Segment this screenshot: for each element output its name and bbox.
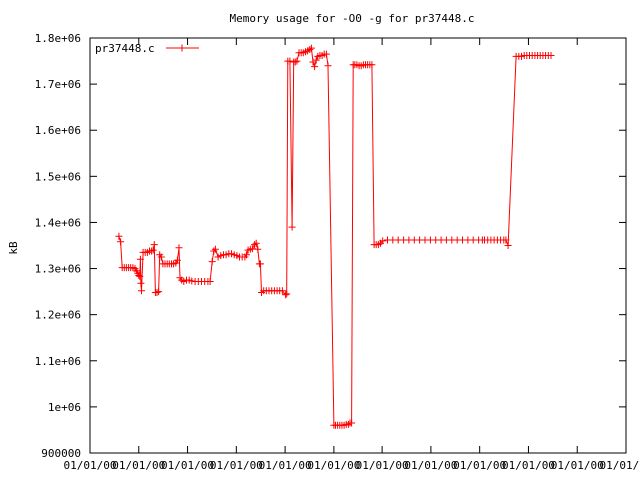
data-point-marker <box>206 278 214 285</box>
data-point-marker <box>256 260 264 268</box>
y-tick-label: 900000 <box>41 447 81 460</box>
data-point-marker <box>291 58 299 66</box>
data-point-marker <box>307 44 315 52</box>
x-tick-label: 01/01/00 <box>64 459 117 472</box>
data-point-marker <box>136 272 144 280</box>
data-point-marker <box>311 63 319 71</box>
legend-entry-label: pr37448.c <box>95 42 155 55</box>
x-tick-label: 01/01/00 <box>404 459 457 472</box>
y-tick-label: 1.5e+06 <box>35 170 81 183</box>
data-point-marker <box>157 253 165 261</box>
data-point-marker <box>547 52 555 59</box>
data-point-marker <box>155 288 163 296</box>
data-point-marker <box>136 255 144 263</box>
data-point-marker <box>135 272 143 279</box>
data-point-marker <box>150 241 158 249</box>
x-tick-label: 01/01/00 <box>453 459 506 472</box>
data-point-marker <box>243 251 250 259</box>
x-tick-label: 01/01/00 <box>161 459 214 472</box>
x-axis-ticks: 01/01/0001/01/0001/01/0001/01/0001/01/00… <box>64 38 640 472</box>
y-tick-label: 1.4e+06 <box>35 216 81 229</box>
data-point-marker <box>211 245 219 253</box>
x-tick-label: 01/01/00 <box>600 459 640 472</box>
data-point-marker <box>286 57 294 65</box>
data-point-marker <box>138 287 145 295</box>
y-tick-label: 1.1e+06 <box>35 355 81 368</box>
y-axis-ticks: 900000 1e+06 1.1e+06 1.2e+06 1.3e+06 1.4e+06 1… <box>35 32 626 460</box>
data-point-marker <box>282 291 290 299</box>
data-point-marker <box>283 290 291 298</box>
y-tick-label: 1e+06 <box>48 401 81 414</box>
data-point-marker <box>254 245 262 253</box>
x-tick-label: 01/01/00 <box>551 459 604 472</box>
y-tick-label: 1.6e+06 <box>35 124 81 137</box>
legend: pr37448.c <box>95 42 199 55</box>
chart-title: Memory usage for -O0 -g for pr37448.c <box>229 12 474 25</box>
y-tick-label: 1.7e+06 <box>35 78 81 91</box>
data-point-marker <box>278 287 286 295</box>
y-tick-label: 1.8e+06 <box>35 32 81 45</box>
data-point-marker <box>208 258 216 266</box>
data-point-marker <box>368 61 376 69</box>
data-point-marker <box>175 244 183 252</box>
data-point-marker <box>322 50 330 58</box>
data-point-marker <box>288 223 296 231</box>
y-axis-label: kB <box>7 241 20 255</box>
data-point-marker <box>137 279 145 287</box>
data-point-marker <box>210 247 218 255</box>
y-tick-label: 1.3e+06 <box>35 263 81 276</box>
data-point-marker <box>149 246 157 254</box>
x-tick-label: 01/01/00 <box>112 459 165 472</box>
data-point-marker <box>348 419 356 427</box>
data-point-marker <box>173 256 181 264</box>
data-point-marker <box>324 62 332 70</box>
plot-frame <box>89 37 627 454</box>
data-point-marker <box>502 236 510 244</box>
data-point-marker <box>504 242 512 249</box>
data-point-marker <box>379 237 387 245</box>
data-point-marker <box>344 420 352 428</box>
data-point-marker <box>251 241 259 249</box>
x-tick-label: 01/01/00 <box>307 459 360 472</box>
data-point-marker <box>117 238 125 246</box>
data-point-marker <box>153 289 161 296</box>
data-point-marker <box>115 232 123 240</box>
x-tick-label: 01/01/00 <box>210 459 263 472</box>
x-tick-label: 01/01/00 <box>356 459 409 472</box>
series-line <box>118 47 551 426</box>
legend-marker <box>178 44 186 52</box>
series-layer <box>115 44 555 429</box>
data-point-marker <box>148 247 156 255</box>
data-point-marker <box>293 57 301 65</box>
x-tick-label: 01/01/00 <box>502 459 555 472</box>
data-point-marker <box>252 239 260 247</box>
y-tick-label: 1.2e+06 <box>35 309 81 322</box>
data-point-marker <box>312 56 320 64</box>
data-point-marker <box>306 46 314 53</box>
x-tick-label: 01/01/00 <box>259 459 312 472</box>
